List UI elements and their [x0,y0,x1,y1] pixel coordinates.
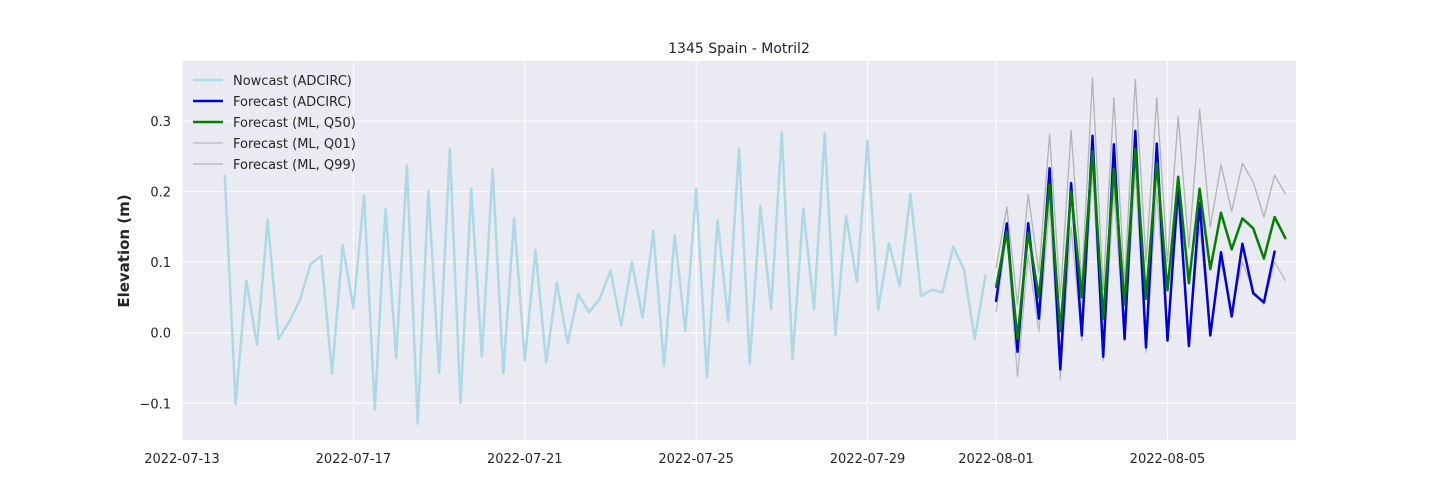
series-line-forecast-ml-q50 [994,147,1287,340]
x-tick-label: 2022-07-29 [830,452,906,467]
legend-label: Nowcast (ADCIRC) [233,74,352,89]
x-tick-label: 2022-07-13 [144,452,220,467]
x-tick-label: 2022-08-01 [958,452,1034,467]
legend: Nowcast (ADCIRC) Forecast (ADCIRC) Forecas… [193,74,356,173]
x-tick-label: 2022-08-05 [1130,452,1206,467]
y-axis-label: Elevation (m) [115,194,133,307]
x-tick-label: 2022-07-21 [487,452,563,467]
y-tick-label: 0.2 [150,186,171,201]
series-line-forecast-ml-q99 [995,77,1286,306]
legend-label: Forecast (ML, Q50) [233,116,356,131]
legend-label: Forecast (ML, Q01) [233,137,356,152]
series-layer [223,77,1287,426]
x-tick-label: 2022-07-17 [316,452,392,467]
y-tick-label: 0.0 [150,327,171,342]
legend-label: Forecast (ADCIRC) [233,95,352,110]
legend-label: Forecast (ML, Q99) [233,158,356,173]
y-tick-label: 0.3 [150,115,171,130]
y-tick-label: 0.1 [150,256,171,271]
x-axis-ticks: 2022-07-13 2022-07-17 2022-07-21 2022-07-25… [144,452,1205,467]
x-tick-label: 2022-07-25 [658,452,734,467]
y-tick-label: −0.1 [139,397,171,412]
chart-title: 1345 Spain - Motril2 [668,41,810,57]
series-line-nowcast-adcirc [223,131,987,426]
y-axis-ticks: −0.1 0.0 0.1 0.2 0.3 [139,115,171,412]
